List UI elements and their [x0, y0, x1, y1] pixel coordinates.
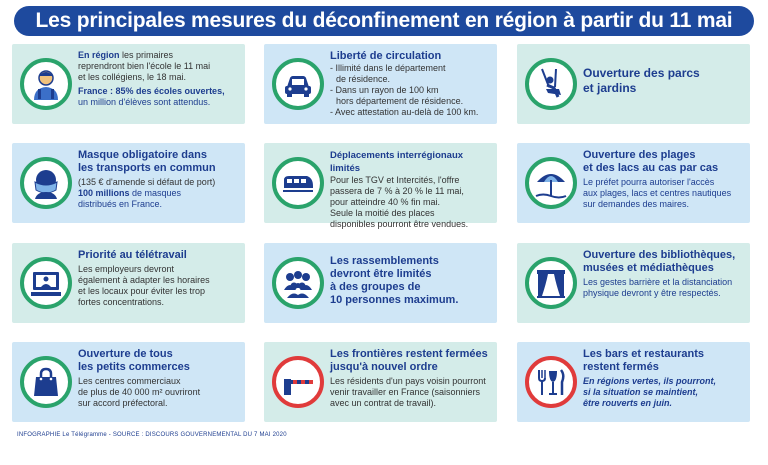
card-text: hors département de résidence.: [336, 96, 464, 106]
card-title: Ouverture des bibliothèques,: [583, 249, 736, 261]
card-circulation: Liberté de circulation - Illimité dans l…: [264, 44, 497, 124]
swing-icon: [525, 58, 577, 110]
card-text: également à adapter les horaires: [78, 275, 210, 285]
card-stat: France : 85% des écoles ouvertes,: [78, 86, 225, 96]
card-text: passera de 7 % à 20 % le 11 mai,: [330, 186, 464, 196]
card-text: les primaires: [119, 50, 174, 60]
card-title: devront être limités: [330, 268, 432, 280]
card-title: les transports en commun: [78, 162, 216, 174]
card-text: et les collégiens, le 18 mai.: [78, 72, 187, 82]
card-text: avec un contrat de travail).: [330, 398, 437, 408]
card-text: En régions vertes, ils pourront,: [583, 376, 717, 386]
card-bibliotheques: Ouverture des bibliothèques, musées et m…: [517, 243, 750, 323]
card-title: à des groupes de: [330, 281, 421, 293]
student-icon: [20, 58, 72, 110]
card-note: (135 € d'amende si défaut de port): [78, 177, 216, 187]
card-text: Les gestes barrière et la distanciation: [583, 277, 733, 287]
card-title: Priorité au télétravail: [78, 249, 187, 261]
card-text: sur accord préfectoral.: [78, 398, 168, 408]
card-text: un million d'élèves sont attendus.: [78, 97, 211, 107]
card-text: Le préfet pourra autoriser l'accès: [583, 177, 715, 187]
telework-computer-icon: [20, 257, 72, 309]
card-text: physique devront y être respectés.: [583, 288, 721, 298]
theater-curtain-icon: [525, 257, 577, 309]
restaurant-icon: [525, 356, 577, 408]
card-text: - Dans un rayon de 100 km: [330, 85, 439, 95]
card-title: Déplacements interrégionaux limités: [330, 150, 464, 174]
card-title: Ouverture des plages: [583, 149, 696, 161]
card-text: de résidence.: [336, 74, 391, 84]
card-deplacements: Déplacements interrégionaux limités Pour…: [264, 143, 497, 229]
card-commerces: Ouverture de tous les petits commerces L…: [12, 342, 245, 422]
card-bars: Les bars et restaurants restent fermés E…: [517, 342, 750, 422]
card-ecoles: En région les primaires reprendront bien…: [12, 44, 245, 124]
card-text: sur demandes des maires.: [583, 199, 690, 209]
car-icon: [272, 58, 324, 110]
card-title: Masque obligatoire dans: [78, 149, 207, 161]
card-text: de masques: [129, 188, 182, 198]
card-title: Les frontières restent fermées: [330, 348, 488, 360]
card-title: Liberté de circulation: [330, 50, 442, 62]
card-title: Ouverture de tous: [78, 348, 173, 360]
card-text: Pour les TGV et Intercités, l'offre: [330, 175, 460, 185]
card-text: aux plages, lacs et centres nautiques: [583, 188, 732, 198]
card-title: Ouverture des parcs: [583, 66, 700, 80]
beach-umbrella-icon: [525, 157, 577, 209]
card-title: jusqu'à nouvel ordre: [330, 361, 438, 373]
card-lead: En région: [78, 50, 120, 60]
mask-icon: [20, 157, 72, 209]
card-text: fortes concentrations.: [78, 297, 165, 307]
card-text: et les locaux pour éviter les trop: [78, 286, 206, 296]
card-text: - Avec attestation au-delà de 100 km.: [330, 107, 479, 117]
card-rassemblements: Les rassemblements devront être limités …: [264, 243, 497, 323]
card-text: reprendront bien l'école le 11 mai: [78, 61, 211, 71]
card-title: les petits commerces: [78, 361, 190, 373]
card-masque: Masque obligatoire dans les transports e…: [12, 143, 245, 223]
card-text: Seule la moitié des places: [330, 208, 435, 218]
train-icon: [272, 157, 324, 209]
card-text: - Illimité dans le département: [330, 63, 446, 73]
card-plages: Ouverture des plages et des lacs au cas …: [517, 143, 750, 223]
page-title: Les principales mesures du déconfinement…: [14, 6, 754, 36]
footer-credits: INFOGRAPHIE Le Télégramme - SOURCE : DIS…: [17, 432, 287, 438]
border-barrier-icon: [272, 356, 324, 408]
card-text: Les employeurs devront: [78, 264, 175, 274]
card-text: Les résidents d'un pays voisin pourront: [330, 376, 486, 386]
card-teletravail: Priorité au télétravail Les employeurs d…: [12, 243, 245, 323]
card-title: Les rassemblements: [330, 255, 439, 267]
card-text: pour atteindre 40 % fin mai.: [330, 197, 441, 207]
card-parcs: Ouverture des parcs et jardins: [517, 44, 750, 124]
crowd-icon: [272, 257, 324, 309]
card-frontieres: Les frontières restent fermées jusqu'à n…: [264, 342, 497, 422]
card-title: Les bars et restaurants: [583, 348, 705, 360]
card-title: et des lacs au cas par cas: [583, 162, 719, 174]
card-text: venir travailler en France (saisonniers: [330, 387, 481, 397]
card-title: et jardins: [583, 81, 637, 95]
card-text: Les centres commerciaux: [78, 376, 181, 386]
card-lead: 100 millions: [78, 188, 130, 198]
card-text: disponibles pourront être vendues.: [330, 219, 469, 229]
shopping-bag-icon: [20, 356, 72, 408]
card-title: musées et médiathèques: [583, 262, 714, 274]
card-title: 10 personnes maximum.: [330, 294, 459, 306]
card-text: distribués en France.: [78, 199, 163, 209]
card-text: de plus de 40 000 m² ouvriront: [78, 387, 201, 397]
card-text: être rouverts en juin.: [583, 398, 673, 408]
card-text: si la situation se maintient,: [583, 387, 699, 397]
card-title: restent fermés: [583, 361, 659, 373]
